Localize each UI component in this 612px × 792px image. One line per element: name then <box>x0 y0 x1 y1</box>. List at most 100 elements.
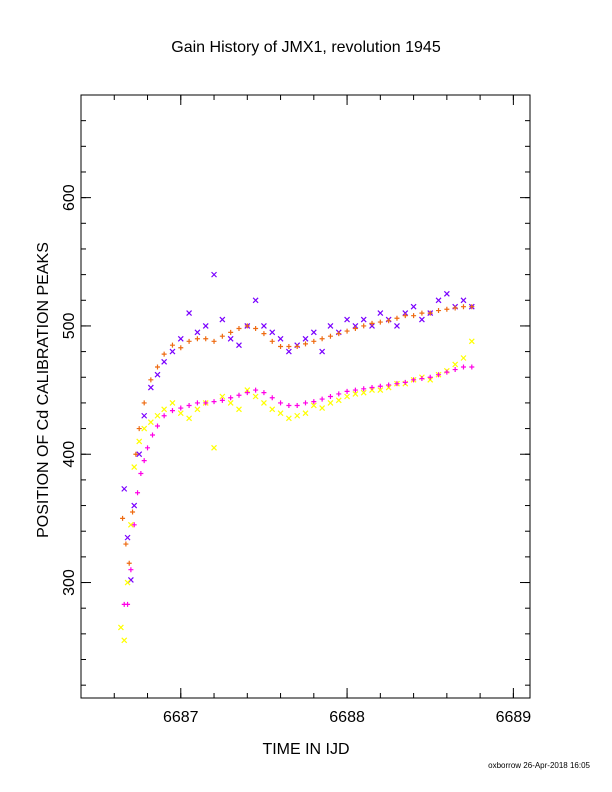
data-point <box>377 310 384 317</box>
data-point <box>131 502 138 509</box>
data-point <box>131 464 138 470</box>
data-point <box>252 297 259 304</box>
data-point <box>427 310 433 316</box>
data-point <box>319 396 325 402</box>
data-point <box>377 387 384 394</box>
data-point <box>154 371 161 378</box>
data-point <box>244 390 250 396</box>
data-point <box>194 406 201 413</box>
data-point <box>435 297 442 304</box>
data-point <box>303 341 308 347</box>
data-point <box>124 579 131 586</box>
y-tick-labels: 300 400 500 600 <box>61 184 78 596</box>
data-point <box>352 391 359 397</box>
data-point <box>194 336 200 342</box>
x-tick-label: 6687 <box>163 709 199 726</box>
series-2 <box>120 304 475 566</box>
data-point <box>327 333 333 339</box>
data-point <box>369 385 375 391</box>
data-point <box>186 402 192 408</box>
data-point <box>121 637 128 644</box>
data-point <box>411 377 417 383</box>
data-point <box>285 348 292 355</box>
data-point <box>294 412 301 419</box>
footer-credit: oxborrow 26-Apr-2018 16:05 <box>488 761 590 770</box>
data-point <box>418 316 425 323</box>
data-point <box>419 310 425 316</box>
data-point <box>352 326 358 332</box>
data-point <box>411 313 417 319</box>
data-point <box>402 313 408 319</box>
data-point <box>161 406 168 413</box>
data-point <box>228 329 234 335</box>
data-point <box>344 316 350 323</box>
data-point <box>236 406 242 413</box>
data-point <box>469 364 475 370</box>
axis-ticks <box>80 94 530 698</box>
data-point <box>244 323 250 329</box>
data-point <box>269 329 276 336</box>
data-point <box>203 336 209 342</box>
data-point <box>311 338 317 344</box>
data-point <box>178 405 184 411</box>
data-point <box>285 415 292 422</box>
data-point <box>120 515 126 521</box>
y-tick-label: 300 <box>61 569 78 596</box>
data-point <box>310 402 317 409</box>
data-point <box>319 348 326 355</box>
data-point <box>161 358 168 365</box>
data-point <box>130 509 136 515</box>
data-point <box>169 348 176 355</box>
data-point <box>178 345 184 351</box>
data-point <box>352 387 358 393</box>
series-4 <box>121 364 475 607</box>
plot-frame <box>80 94 531 699</box>
data-point <box>311 399 317 405</box>
data-point <box>236 326 242 332</box>
data-point <box>460 364 466 370</box>
x-tick-label: 6689 <box>496 709 532 726</box>
data-point <box>344 388 350 394</box>
data-point <box>385 384 392 391</box>
data-point <box>186 415 193 422</box>
data-point <box>310 329 317 336</box>
data-point <box>360 316 367 323</box>
data-point <box>161 351 167 357</box>
data-point <box>147 419 154 426</box>
data-point <box>419 376 425 382</box>
data-point <box>147 384 154 391</box>
data-point <box>117 624 124 631</box>
data-point <box>244 387 251 394</box>
data-point <box>402 379 408 385</box>
data-point <box>154 412 161 419</box>
data-point <box>469 304 475 310</box>
data-point <box>386 382 392 388</box>
data-points <box>117 271 475 644</box>
data-point <box>327 323 334 329</box>
data-point <box>402 310 409 317</box>
data-point <box>169 408 175 414</box>
data-point <box>169 399 176 406</box>
data-point <box>394 315 400 321</box>
data-point <box>336 331 342 337</box>
data-point <box>252 393 259 400</box>
x-tick-label: 6688 <box>329 709 365 726</box>
data-point <box>294 402 300 408</box>
data-point <box>377 383 383 389</box>
data-point <box>336 391 342 397</box>
data-point <box>286 402 292 408</box>
data-point <box>136 426 142 432</box>
data-point <box>203 400 209 406</box>
data-point <box>169 342 175 348</box>
data-point <box>261 331 267 337</box>
data-point <box>468 338 475 345</box>
data-point <box>277 410 284 417</box>
data-point <box>369 323 375 329</box>
data-point <box>145 445 151 451</box>
data-point <box>394 323 400 329</box>
data-point <box>253 387 259 393</box>
data-point <box>302 410 309 417</box>
data-point <box>452 305 458 311</box>
data-point <box>452 367 458 373</box>
data-point <box>124 534 131 541</box>
